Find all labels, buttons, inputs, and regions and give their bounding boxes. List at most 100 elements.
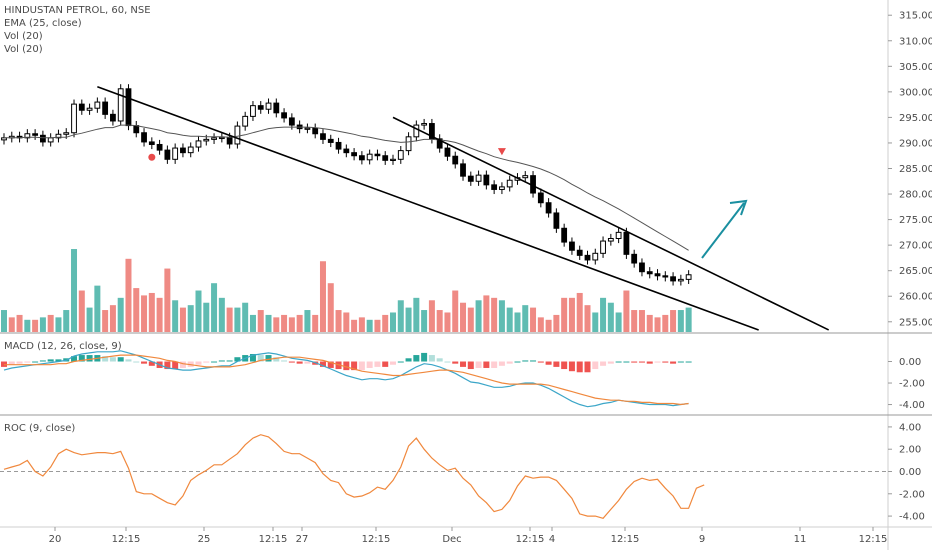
roc-tick-label: 2.00: [899, 445, 921, 456]
price-tick-label: 315.00: [899, 11, 932, 22]
candle-body: [405, 136, 412, 152]
volume-bar: [436, 310, 443, 332]
volume-bar: [172, 300, 179, 332]
candle-body: [685, 274, 692, 280]
time-tick-label: 4: [549, 534, 555, 545]
candle-body: [467, 175, 474, 182]
volume-bar: [242, 302, 249, 332]
volume-bar: [187, 305, 194, 332]
macd-histogram-bar: [78, 355, 85, 362]
candle-body: [125, 88, 132, 127]
candle-body: [312, 127, 319, 135]
trendline-lower: [97, 85, 759, 331]
candle-body: [327, 138, 334, 143]
volume-bar: [351, 319, 358, 332]
candle-body: [475, 174, 482, 182]
volume-bar: [483, 295, 490, 332]
volume-bar: [16, 314, 23, 332]
price-tick-label: 255.00: [899, 317, 932, 328]
candle-body: [55, 133, 62, 139]
volume-bar: [117, 297, 124, 332]
candle-body: [576, 249, 583, 256]
volume-bar: [8, 317, 15, 332]
macd-histogram-bar: [86, 355, 93, 362]
macd-histogram-bar: [522, 360, 529, 362]
macd-histogram-bar: [32, 361, 39, 363]
candle-body: [436, 138, 443, 149]
candle-body: [561, 227, 568, 243]
volume-bar: [78, 290, 85, 332]
candle-body: [670, 276, 676, 282]
macd-histogram-bar: [327, 361, 334, 368]
macd-histogram-bar: [125, 359, 132, 362]
volume-bar: [514, 312, 521, 332]
candle-body: [537, 192, 544, 204]
candle-body: [164, 149, 171, 160]
volume-bar: [600, 297, 607, 332]
price-tick-label: 295.00: [899, 113, 932, 124]
legend-symbol: HINDUSTAN PETROL, 60, NSE: [4, 5, 151, 16]
candle-body: [117, 88, 124, 122]
volume-bar: [623, 290, 630, 332]
macd-histogram-bar: [514, 361, 521, 363]
candle-body: [429, 123, 435, 140]
macd-histogram-bar: [390, 361, 396, 365]
volume-bar: [382, 314, 389, 332]
macd-histogram-bar: [374, 361, 381, 367]
signal-dot: [148, 153, 156, 161]
candle-body: [172, 147, 179, 160]
volume-bar: [312, 314, 319, 332]
macd-histogram-bar: [460, 361, 467, 367]
macd-histogram-bar: [553, 361, 560, 367]
volume-bar: [265, 314, 272, 332]
candle-body: [133, 125, 140, 134]
macd-histogram-bar: [211, 361, 218, 363]
volume-bar: [670, 310, 677, 332]
volume-bar: [390, 312, 396, 332]
macd-histogram-bar: [631, 361, 638, 363]
volume-bar: [498, 300, 505, 332]
volume-bar: [452, 290, 459, 332]
macd-histogram-bar: [646, 361, 653, 364]
volume-bar: [522, 305, 529, 332]
macd-histogram-bar: [179, 361, 186, 368]
legend-vol-2: Vol (20): [4, 44, 43, 55]
candle-body: [47, 137, 54, 143]
candle-body: [187, 146, 194, 154]
volume-bar: [55, 317, 62, 332]
macd-histogram-bar: [475, 361, 482, 368]
drawings[interactable]: [97, 85, 830, 331]
candle-body: [141, 132, 147, 143]
macd-histogram-bar: [483, 361, 490, 368]
macd-histogram-bar: [102, 356, 109, 362]
volume-bar: [607, 302, 614, 332]
legend-macd: MACD (12, 26, close, 9): [4, 341, 122, 352]
time-tick-label: Dec: [442, 534, 461, 545]
time-tick-label: 12:15: [611, 534, 640, 545]
volume-bar: [343, 312, 350, 332]
time-tick-label: 12:15: [259, 534, 288, 545]
macd-histogram-bar: [39, 360, 46, 362]
candle-body: [102, 101, 109, 115]
volume-bar: [413, 297, 420, 332]
price-tick-label: 275.00: [899, 215, 932, 226]
macd-histogram-bar: [109, 357, 116, 362]
signal-triangle: [497, 148, 506, 156]
macd-histogram-bar: [141, 361, 148, 364]
volume-bar: [156, 297, 163, 332]
time-tick-label: 12:15: [859, 534, 888, 545]
candle-body: [382, 155, 389, 161]
candle-body: [444, 147, 451, 157]
volume-bar: [537, 317, 544, 332]
volume-bar: [281, 314, 288, 332]
candle-body: [460, 163, 466, 177]
candle-body: [452, 155, 459, 165]
roc-tick-label: 4.00: [899, 422, 921, 433]
candle-body: [110, 113, 116, 122]
arrow-shaft: [701, 202, 745, 259]
volume-bar: [467, 307, 474, 332]
volume-bar: [460, 302, 467, 332]
candle-body: [273, 102, 280, 114]
candle-body: [374, 153, 381, 157]
